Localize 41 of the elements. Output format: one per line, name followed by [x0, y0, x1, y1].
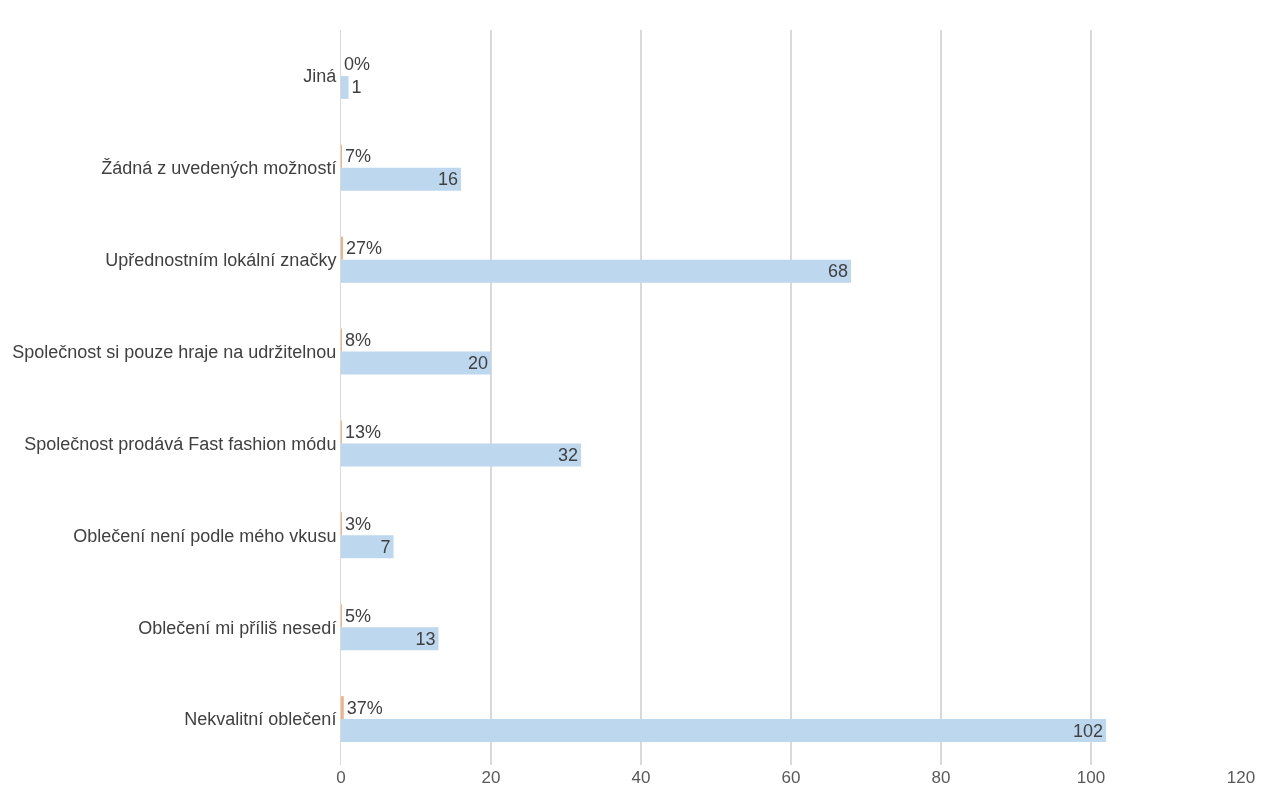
- data-label: 20: [467, 353, 488, 374]
- y-tick-label: Oblečení mi příliš nesedí: [138, 617, 337, 638]
- y-tick-label: Oblečení není podle mého vkusu: [73, 525, 337, 546]
- x-tick-label: 60: [781, 768, 801, 787]
- x-tick-label: 120: [1226, 768, 1256, 787]
- data-label: 13%: [345, 421, 382, 442]
- data-label: 8%: [345, 330, 372, 351]
- bar: [341, 627, 439, 651]
- y-tick-label: Upřednostním lokální značky: [105, 249, 337, 270]
- data-label: 68: [827, 261, 848, 282]
- y-tick-label: Žádná z uvedených možností: [101, 158, 337, 179]
- y-tick-label: Společnost prodává Fast fashion módu: [24, 433, 337, 454]
- x-tick-label: 100: [1076, 768, 1106, 787]
- x-tick-label: 0: [336, 768, 346, 787]
- y-tick-label: Jiná: [303, 66, 338, 87]
- data-label: 1: [351, 77, 362, 98]
- bar: [341, 719, 1106, 743]
- bar: [341, 443, 581, 467]
- x-tick-label: 20: [481, 768, 501, 787]
- data-label: 13: [415, 628, 436, 649]
- data-label: 32: [557, 444, 578, 465]
- data-label: 7%: [345, 146, 372, 167]
- x-tick-label: 40: [631, 768, 651, 787]
- data-label: 37%: [346, 697, 383, 718]
- data-label: 7: [380, 536, 391, 557]
- bar: [341, 696, 344, 720]
- data-label: 16: [437, 169, 458, 190]
- y-tick-label: Společnost si pouze hraje na udržitelnou: [12, 341, 337, 362]
- bar: [341, 259, 851, 283]
- data-label: 5%: [345, 605, 372, 626]
- data-label: 102: [1072, 720, 1103, 741]
- x-tick-label: 80: [931, 768, 951, 787]
- y-tick-label: Nekvalitní oblečení: [184, 709, 337, 730]
- bar: [341, 236, 344, 260]
- bar: [341, 167, 461, 191]
- data-label: 0%: [344, 54, 371, 75]
- data-label: 3%: [345, 513, 372, 534]
- bar: [341, 75, 349, 99]
- bar: [341, 351, 491, 375]
- bar: [341, 535, 394, 559]
- data-label: 27%: [346, 238, 383, 259]
